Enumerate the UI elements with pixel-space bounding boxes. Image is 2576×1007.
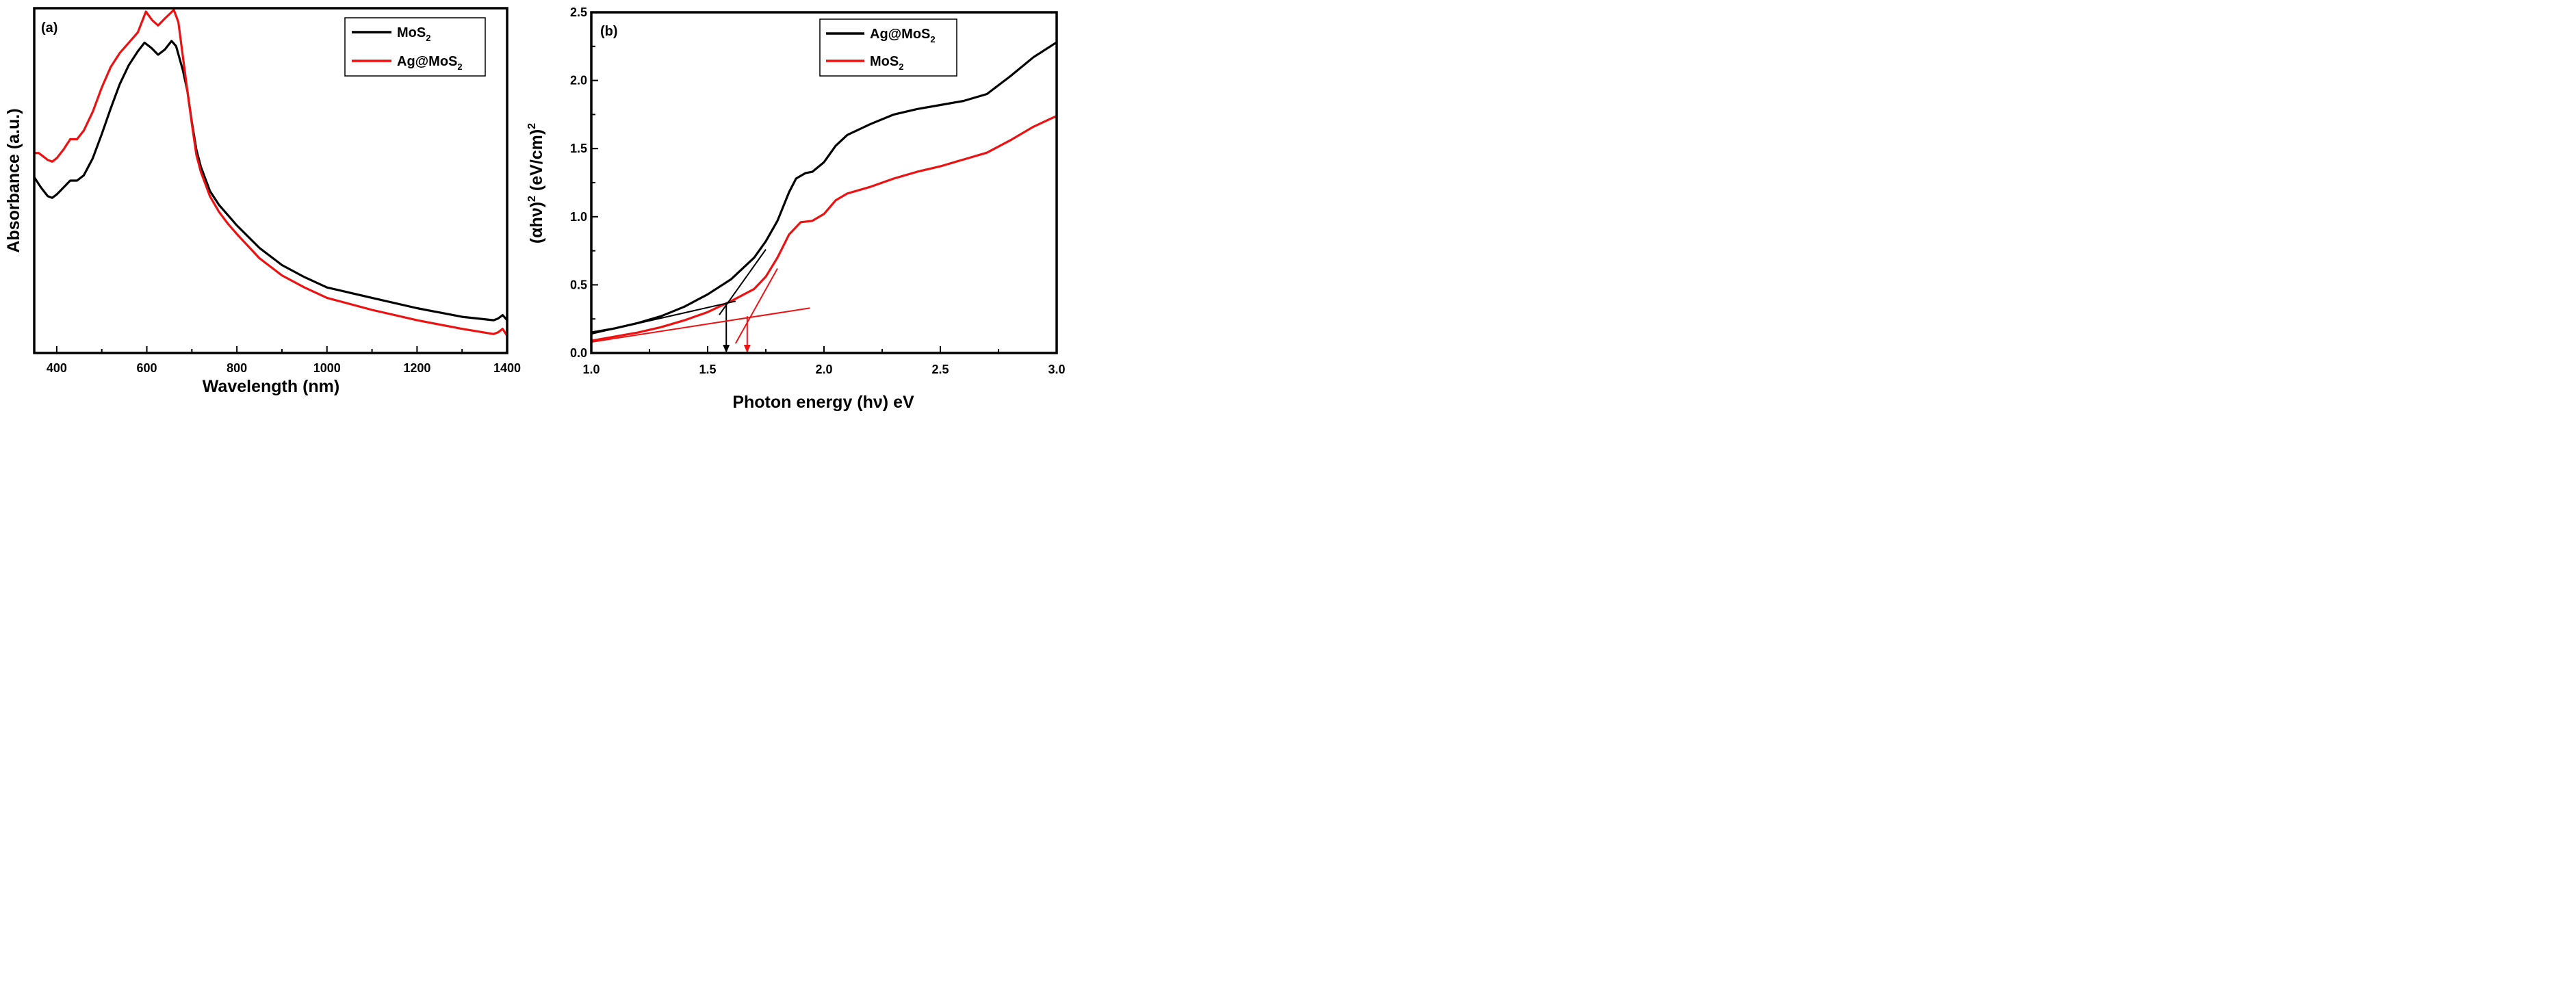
panel-a-legend-box [344, 17, 486, 77]
figure: 400 600 800 1000 1200 1400 (a) Wavelength (nm… [4, 5, 1066, 412]
panel-b-x-tick-label: 2.0 [815, 363, 832, 376]
panel-a-legend-label-0: MoS2 [397, 25, 430, 43]
panel-b-arrow-head-5 [743, 345, 751, 353]
panel-b-series-ag-mos2 [590, 41, 1058, 334]
panel-b-x-tick-label: 2.5 [931, 363, 949, 376]
panel-a-legend: MoS2 Ag@MoS2 [344, 17, 486, 77]
panel-b-tangent-line-0 [719, 249, 767, 315]
panel-a-plot-area [33, 8, 508, 337]
panel-a-x-tick-label: 1400 [493, 361, 521, 375]
panel-b-y-tick-label: 1.0 [570, 210, 587, 224]
panel-a-x-tick-label: 600 [137, 361, 157, 375]
panel-b-legend-label-0: Ag@MoS2 [870, 27, 936, 44]
panel-a-x-tick-label: 800 [227, 361, 247, 375]
panel-b-baseline-line-1 [591, 300, 736, 335]
panel-b-y-tick-label: 0.5 [570, 278, 587, 291]
panel-b-legend-label-1: MoS2 [870, 54, 903, 72]
panel-b-y-tick-label: 2.0 [570, 74, 587, 88]
panel-a-label: (a) [41, 21, 57, 36]
panel-b-y-axis-label: (αhν)2 (eV/cm)2 [526, 123, 546, 244]
panel-b-x-tick-label: 1.0 [582, 363, 600, 376]
panel-a-legend-label-1: Ag@MoS2 [397, 54, 463, 72]
panel-a-x-tick-label: 1000 [313, 361, 341, 375]
panel-b-y-tick-label: 0.0 [570, 346, 587, 360]
panel-b-tangent-line-3 [734, 268, 778, 344]
panel-b-legend-box [819, 18, 957, 77]
panel-a-series-mos2 [33, 40, 508, 322]
panel-b-ticks: 1.0 1.5 2.0 2.5 3.0 0.0 0.5 1.0 1.5 2.0 2.5 [570, 5, 1066, 376]
panel-a-frame [33, 7, 508, 354]
panel-b-arrow-head-2 [723, 345, 730, 353]
panel-a-x-tick-label: 1200 [403, 361, 430, 375]
panel-a-series-ag-mos2 [33, 8, 508, 337]
panel-a-x-axis-label: Wavelength (nm) [203, 377, 339, 396]
panel-a-x-tick-label: 400 [47, 361, 67, 375]
panel-a-y-axis-label: Absorbance (a.u.) [4, 108, 23, 252]
panel-b-legend: Ag@MoS2 MoS2 [819, 18, 957, 77]
panel-b-y-tick-label: 2.5 [570, 5, 587, 19]
panel-b-plot-area [590, 41, 1058, 353]
panel-b-x-tick-label: 1.5 [699, 363, 716, 376]
panel-a: 400 600 800 1000 1200 1400 (a) Wavelength (nm… [4, 7, 521, 396]
panel-b-x-tick-label: 3.0 [1048, 363, 1065, 376]
panel-b: 1.0 1.5 2.0 2.5 3.0 0.0 0.5 1.0 1.5 2.0 2.5 (b) Ph… [526, 5, 1066, 412]
panel-b-x-axis-label: Photon energy (hν) eV [732, 393, 914, 412]
panel-a-ticks: 400 600 800 1000 1200 1400 [47, 346, 521, 375]
panel-b-label: (b) [600, 24, 618, 39]
panel-b-series-mos2 [590, 114, 1058, 342]
panel-b-baseline-line-4 [591, 307, 810, 343]
panel-b-y-tick-label: 1.5 [570, 142, 587, 155]
